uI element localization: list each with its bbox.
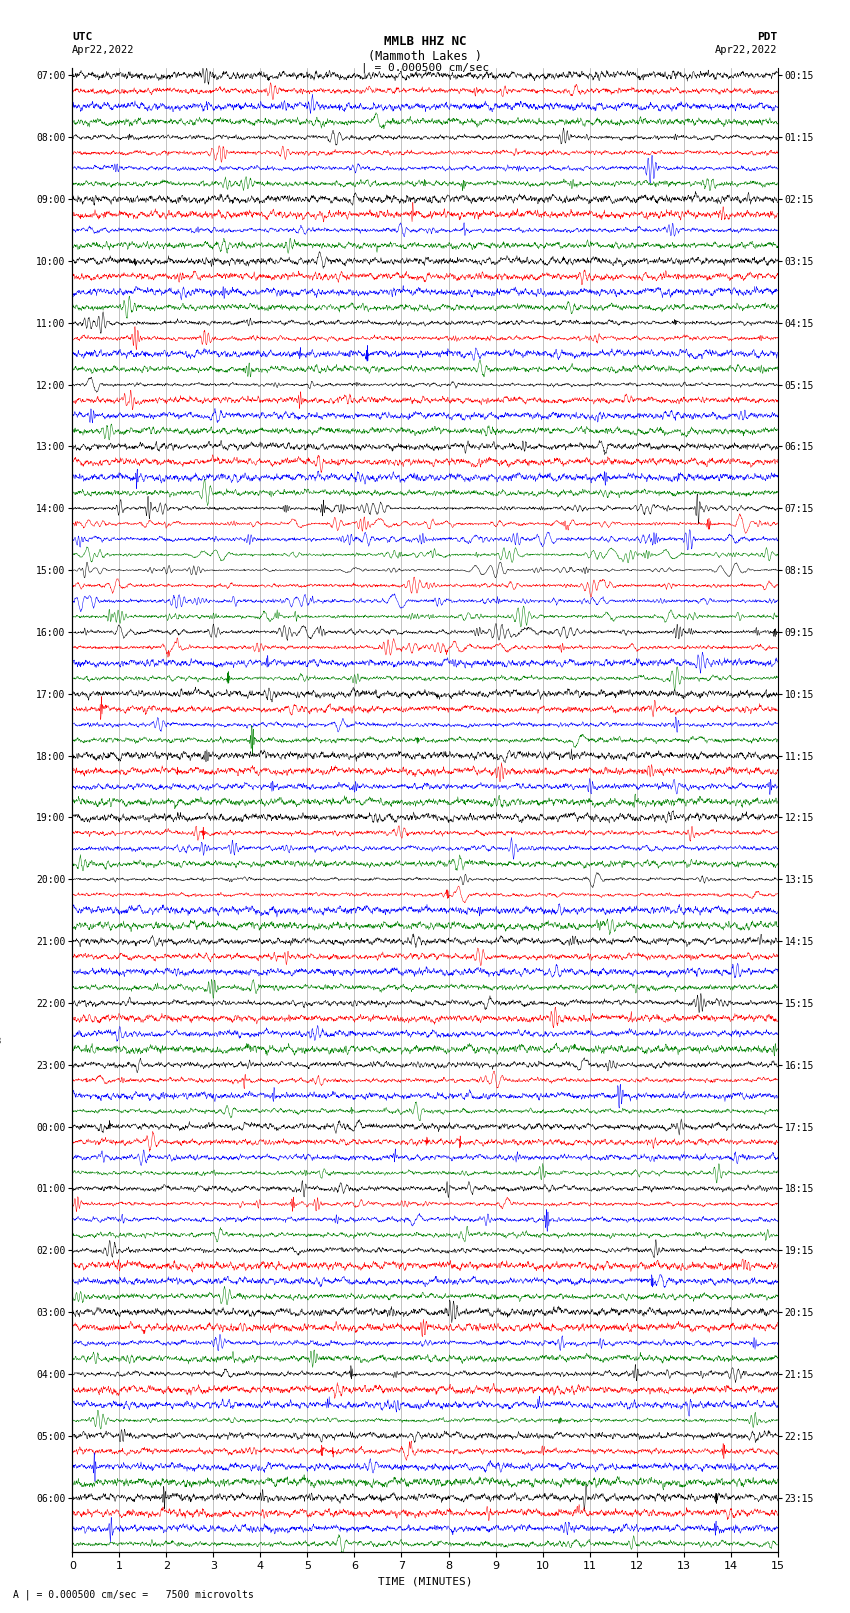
Text: MMLB HHZ NC: MMLB HHZ NC [383,35,467,48]
Text: Apr22,2022: Apr22,2022 [72,45,135,55]
Text: A | = 0.000500 cm/sec =   7500 microvolts: A | = 0.000500 cm/sec = 7500 microvolts [13,1589,253,1600]
Text: Apr 23: Apr 23 [0,1037,2,1047]
Text: PDT: PDT [757,32,778,42]
Text: Apr22,2022: Apr22,2022 [715,45,778,55]
Text: (Mammoth Lakes ): (Mammoth Lakes ) [368,50,482,63]
Text: | = 0.000500 cm/sec: | = 0.000500 cm/sec [361,63,489,74]
Text: UTC: UTC [72,32,93,42]
X-axis label: TIME (MINUTES): TIME (MINUTES) [377,1578,473,1587]
